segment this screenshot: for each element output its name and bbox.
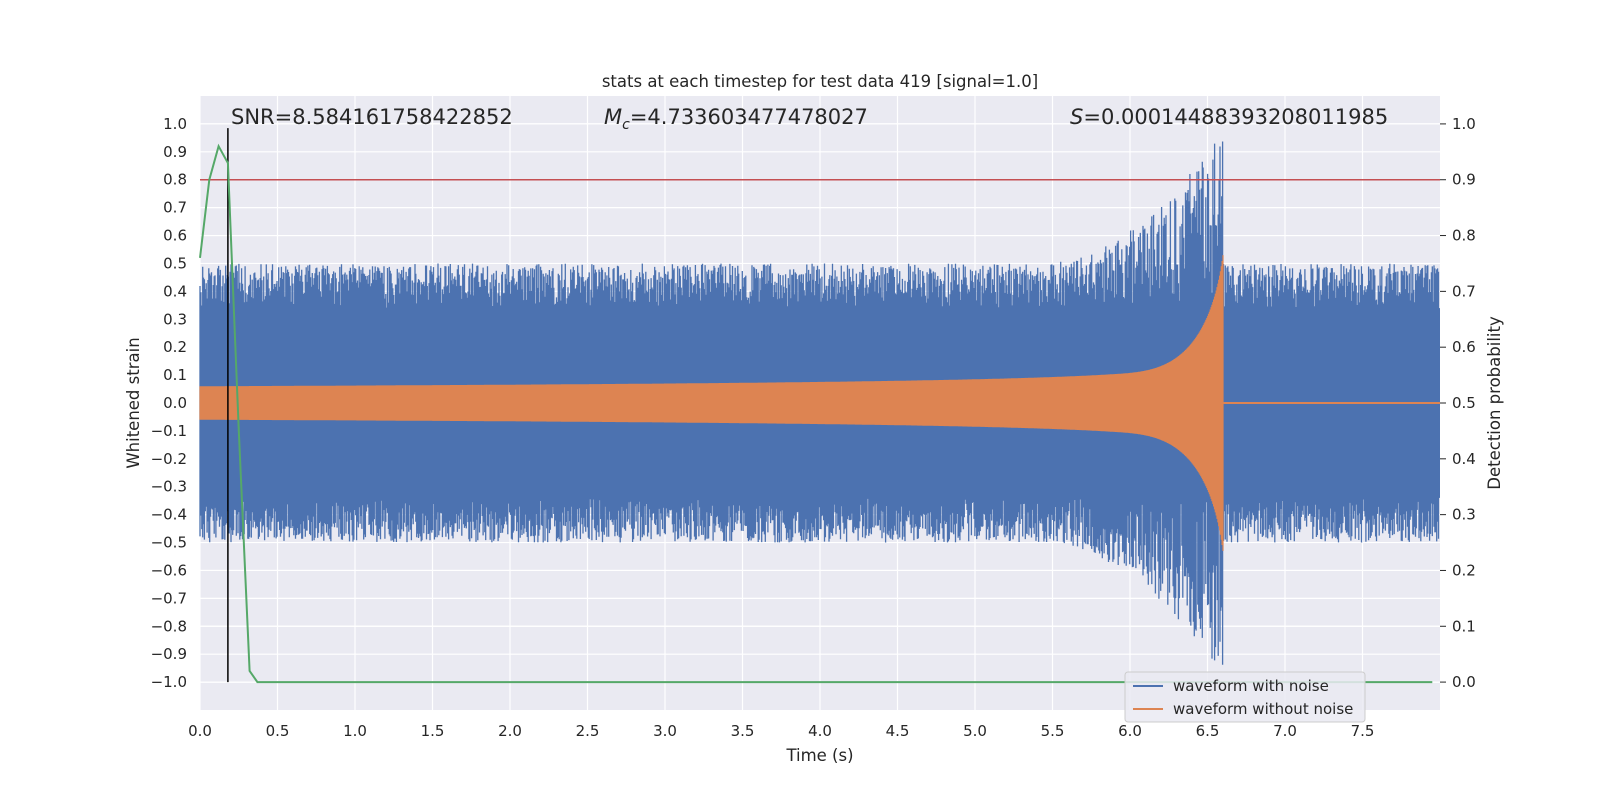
x-tick-label: 7.0 — [1273, 722, 1297, 740]
s-symbol: S — [1070, 105, 1083, 129]
snr-annotation: SNR=8.584161758422852 — [231, 105, 513, 129]
y-tick-label: 0.9 — [163, 143, 187, 161]
x-tick-label: 0.0 — [188, 722, 212, 740]
y-tick-label-right: 0.2 — [1452, 561, 1476, 579]
x-tick-label: 2.5 — [576, 722, 600, 740]
y-tick-label: 0.3 — [163, 310, 187, 328]
y-tick-label: 0.6 — [163, 227, 187, 245]
y-tick-label-right: 0.9 — [1452, 171, 1476, 189]
y-tick-label-right: 0.4 — [1452, 450, 1476, 468]
chirp-mass-subscript: c — [622, 117, 630, 133]
y-tick-label: 0.2 — [163, 338, 187, 356]
x-tick-label: 4.5 — [886, 722, 910, 740]
legend-box — [1124, 671, 1366, 723]
y-tick-label: −0.2 — [151, 450, 187, 468]
y-tick-label-right: 0.3 — [1452, 506, 1476, 524]
y-tick-label: 0.8 — [163, 171, 187, 189]
y-tick-label-right: 1.0 — [1452, 115, 1476, 133]
x-tick-label: 1.5 — [421, 722, 445, 740]
y-tick-label-right: 0.1 — [1452, 617, 1476, 635]
x-tick-label: 6.0 — [1118, 722, 1142, 740]
y-tick-label-right: 0.8 — [1452, 227, 1476, 245]
y-tick-label: −1.0 — [151, 673, 187, 691]
x-tick-label: 7.5 — [1351, 722, 1375, 740]
x-tick-label: 5.0 — [963, 722, 987, 740]
y-tick-label: 0.4 — [163, 282, 187, 300]
chirp-mass-symbol: M — [604, 105, 622, 129]
detection-probability-line — [199, 143, 1433, 684]
chart-title: stats at each timestep for test data 419… — [602, 72, 1038, 91]
y-tick-label: 0.0 — [163, 394, 187, 412]
y-tick-label: −0.4 — [151, 506, 187, 524]
y-tick-label: −0.1 — [151, 422, 187, 440]
x-tick-label: 4.0 — [808, 722, 832, 740]
x-tick-label: 3.5 — [731, 722, 755, 740]
s-value: =0.00014488393208011985 — [1083, 105, 1388, 129]
y-tick-label: −0.9 — [151, 645, 187, 663]
y-tick-label: −0.3 — [151, 478, 187, 496]
clean-waveform-trace — [199, 255, 1224, 551]
x-tick-label: 2.0 — [498, 722, 522, 740]
x-tick-label: 5.5 — [1041, 722, 1065, 740]
y-tick-label: −0.7 — [151, 589, 187, 607]
y-tick-label: −0.6 — [151, 561, 187, 579]
chirp-mass-value: =4.733603477478027 — [630, 105, 868, 129]
y-tick-label-right: 0.7 — [1452, 282, 1476, 300]
x-tick-label: 3.0 — [653, 722, 677, 740]
y-axis-label-right: Detection probability — [1485, 316, 1504, 490]
tick-labels: 0.0 0.5 1.0 1.5 2.0 2.5 3.0 3.5 4.0 4.5 5.0 5.5 6.0 6… — [151, 115, 1476, 740]
y-tick-label: −0.8 — [151, 617, 187, 635]
chirp-mass-annotation: Mc=4.733603477478027 — [604, 105, 868, 133]
y-axis-label: Whitened strain — [124, 337, 143, 468]
y-tick-label: 0.5 — [163, 254, 187, 272]
legend: waveform with noise waveform without noi… — [1124, 671, 1366, 723]
x-tick-label: 0.5 — [266, 722, 290, 740]
legend-label-clean: waveform without noise — [1173, 700, 1353, 718]
y-tick-label: 0.7 — [163, 199, 187, 217]
legend-label-noisy: waveform with noise — [1173, 677, 1329, 695]
overlay-lines — [199, 128, 1440, 684]
y-tick-label: 1.0 — [163, 115, 187, 133]
waveform-without-noise-series — [199, 255, 1440, 551]
y-tick-label-right: 0.0 — [1452, 673, 1476, 691]
y-tick-label: −0.5 — [151, 534, 187, 552]
x-axis-label: Time (s) — [785, 746, 853, 765]
x-tick-label: 1.0 — [343, 722, 367, 740]
y-tick-label-right: 0.5 — [1452, 394, 1476, 412]
x-tick-label: 6.5 — [1196, 722, 1220, 740]
y-tick-label: 0.1 — [163, 366, 187, 384]
s-annotation: S=0.00014488393208011985 — [1070, 105, 1388, 129]
y-tick-label-right: 0.6 — [1452, 338, 1476, 356]
